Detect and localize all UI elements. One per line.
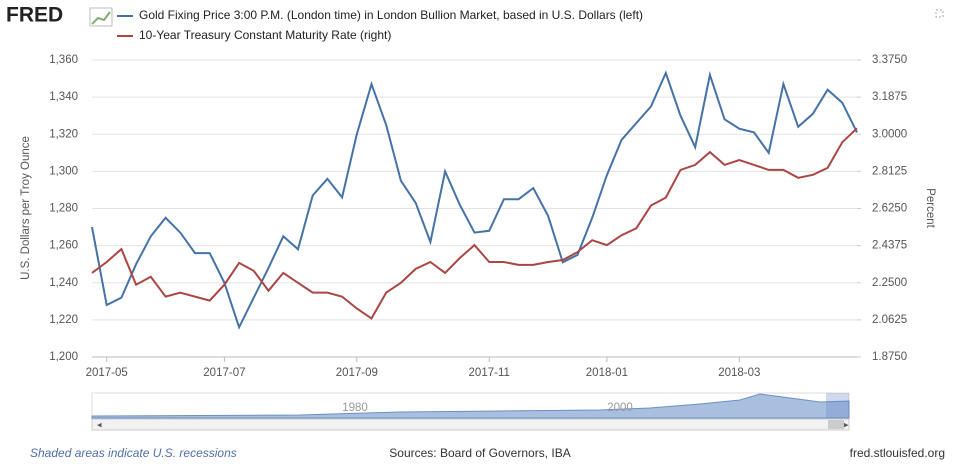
navigator-label: 1980	[342, 402, 368, 414]
legend-label: Gold Fixing Price 3:00 P.M. (London time…	[139, 8, 643, 22]
y2-tick-label: 3.0000	[872, 128, 907, 140]
y2-tick-label: 2.0625	[872, 314, 907, 326]
y-tick-label: 1,280	[49, 203, 78, 215]
y-tick-label: 1,220	[49, 314, 78, 326]
y2-tick-label: 2.2500	[872, 277, 907, 289]
navigator: 1980 2000 ◂ ▸	[91, 392, 850, 431]
navigator-window[interactable]	[826, 393, 849, 418]
y-tick-label: 1,320	[49, 128, 78, 140]
scrollbar-thumb[interactable]	[828, 420, 844, 429]
y-axis-label: U.S. Dollars per Troy Ounce	[20, 136, 32, 280]
logo-frame	[89, 7, 113, 27]
scroll-left[interactable]: ◂	[97, 419, 102, 429]
y-tick-label: 1,360	[49, 54, 78, 66]
x-tick-label: 2017-09	[336, 367, 378, 379]
sources: Sources: Board of Governors, IBA	[389, 446, 570, 460]
y2-tick-label: 2.6250	[872, 203, 907, 215]
y2-tick-label: 2.8125	[872, 165, 907, 177]
y2-tick-label: 3.3750	[872, 54, 907, 66]
x-tick-label: 2018-03	[718, 367, 760, 379]
y-tick-label: 1,260	[49, 240, 78, 252]
x-tick-label: 2017-05	[86, 367, 128, 379]
x-tick-label: 2018-01	[586, 367, 628, 379]
recession-note: Shaded areas indicate U.S. recessions	[30, 446, 237, 460]
logo-icon	[91, 11, 111, 25]
scroll-right[interactable]: ▸	[844, 419, 849, 429]
scrollbar[interactable]	[91, 418, 850, 431]
fullscreen-icon[interactable]	[935, 9, 944, 18]
brand-logo: FRED	[6, 4, 63, 27]
navigator-label: 2000	[607, 402, 633, 414]
y-tick-label: 1,200	[49, 351, 78, 363]
y2-tick-label: 1.8750	[872, 351, 907, 363]
x-tick-label: 2017-07	[203, 367, 245, 379]
legend-label: 10-Year Treasury Constant Maturity Rate …	[139, 28, 391, 42]
series-line	[91, 70, 858, 330]
navigator-area	[91, 393, 850, 419]
site-link[interactable]: fred.stlouisfed.org	[850, 446, 945, 460]
y-tick-label: 1,340	[49, 91, 78, 103]
y2-axis-label: Percent	[924, 188, 936, 228]
y-tick-label: 1,300	[49, 165, 78, 177]
y2-tick-label: 2.4375	[872, 240, 907, 252]
legend: Gold Fixing Price 3:00 P.M. (London time…	[117, 8, 643, 42]
marks	[91, 70, 858, 330]
series-line	[91, 127, 858, 320]
y2-tick-label: 3.1875	[872, 91, 907, 103]
y-tick-label: 1,240	[49, 277, 78, 289]
x-tick-label: 2017-11	[469, 367, 510, 379]
